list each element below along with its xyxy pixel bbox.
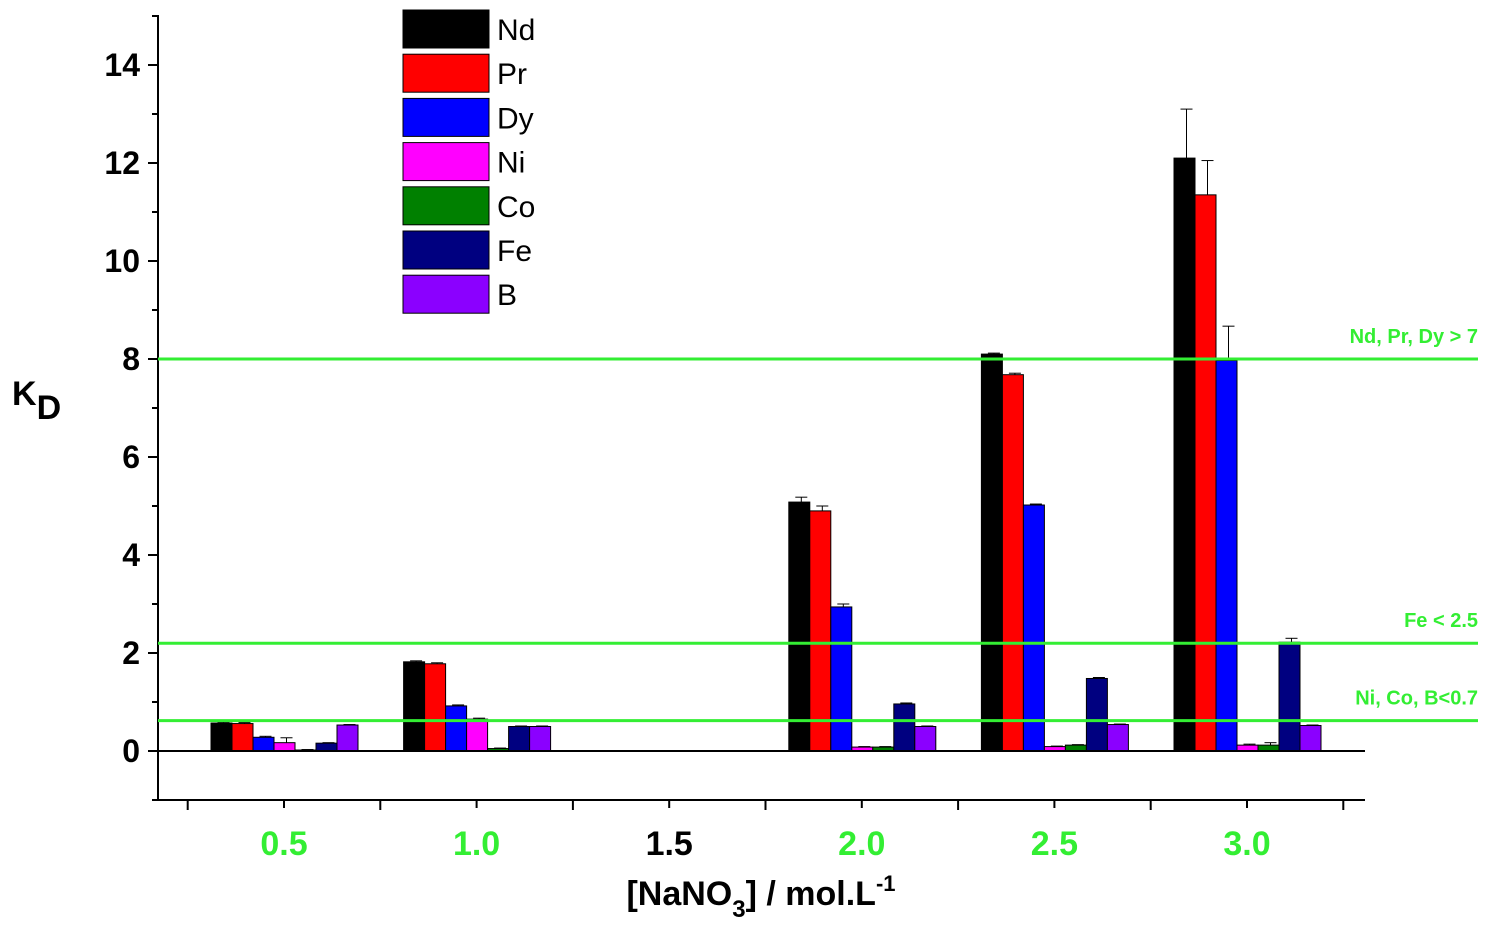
threshold-label-0: Nd, Pr, Dy > 7: [1350, 326, 1478, 348]
bar-pr-2.5: [1001, 374, 1024, 752]
y-tick-label-6: 6: [122, 439, 140, 475]
y-tick-label-8: 8: [122, 341, 140, 377]
bar-nd-2.0: [788, 501, 811, 752]
legend-label-fe: Fe: [497, 235, 532, 268]
bar-pr-1.0: [424, 663, 447, 752]
bar-fe-2.0: [893, 703, 916, 752]
bar-pr-0.5: [231, 723, 254, 752]
bar-dy-3.0: [1215, 359, 1238, 752]
bar-nd-1.0: [403, 661, 426, 752]
bar-dy-1.0: [445, 705, 468, 752]
x-axis-title-superscript: -1: [876, 871, 896, 896]
legend-label-nd: Nd: [497, 14, 535, 47]
x-axis-title-unit: ] / mol.L: [746, 875, 876, 913]
x-tick-label-1.5: 1.5: [646, 825, 693, 863]
y-tick-label-12: 12: [104, 145, 140, 181]
bar-nd-2.5: [980, 353, 1003, 752]
bar-pr-2.0: [809, 510, 832, 752]
y-tick-label-0: 0: [122, 733, 140, 769]
y-axis-title-subscript: D: [37, 389, 62, 427]
legend-label-b: B: [497, 279, 517, 312]
y-axis-title-main: K: [12, 375, 37, 413]
bar-dy-2.0: [830, 606, 853, 752]
bar-ni-0.5: [273, 742, 296, 752]
threshold-label-2: Ni, Co, B<0.7: [1355, 688, 1478, 710]
legend-label-dy: Dy: [497, 102, 534, 135]
error-bars-layer: [217, 108, 1319, 751]
y-axis-title: KD: [12, 375, 61, 427]
bar-nd-3.0: [1173, 157, 1196, 752]
legend-label-co: Co: [497, 191, 535, 224]
x-tick-label-3.0: 3.0: [1223, 825, 1270, 863]
bar-fe-1.0: [508, 726, 531, 752]
legend-swatch-fe: [402, 230, 490, 270]
x-axis-title-prefix: [NaNO: [626, 875, 732, 913]
bar-b-1.0: [529, 726, 552, 752]
y-tick-label-4: 4: [122, 537, 140, 573]
legend-label-pr: Pr: [497, 58, 527, 91]
bar-fe-0.5: [315, 742, 338, 752]
bar-fe-2.5: [1085, 677, 1108, 752]
x-tick-label-2.0: 2.0: [838, 825, 885, 863]
legend-swatch-pr: [402, 53, 490, 93]
x-axis-title-subscript: 3: [732, 896, 745, 923]
bars-layer: [210, 157, 1322, 752]
bar-pr-3.0: [1194, 194, 1217, 752]
y-tick-label-10: 10: [104, 243, 140, 279]
bar-dy-2.5: [1022, 504, 1045, 752]
y-tick-label-2: 2: [122, 635, 140, 671]
legend-swatch-nd: [402, 9, 490, 49]
x-tick-label-2.5: 2.5: [1031, 825, 1078, 863]
x-tick-label-1.0: 1.0: [453, 825, 500, 863]
legend-swatch-co: [402, 186, 490, 226]
threshold-lines-layer: Nd, Pr, Dy > 7 Fe < 2.5 Ni, Co, B<0.7: [158, 326, 1478, 723]
legend-label-ni: Ni: [497, 147, 525, 180]
threshold-label-1: Fe < 2.5: [1404, 610, 1478, 632]
bar-b-2.0: [914, 726, 937, 752]
bar-b-2.5: [1106, 724, 1129, 752]
legend-swatch-ni: [402, 142, 490, 182]
bar-ni-1.0: [466, 718, 489, 752]
bar-fe-3.0: [1278, 641, 1301, 752]
legend-swatch-b: [402, 274, 490, 314]
x-axis-title: [NaNO3] / mol.L-1: [626, 871, 895, 923]
axes-layer: 0 2 4 6 8 10 12 14 0.5 1.0 1.5 2.0 2.5 3.0: [104, 15, 1365, 863]
y-tick-label-14: 14: [104, 47, 140, 83]
x-tick-label-0.5: 0.5: [260, 825, 307, 863]
legend-swatch-dy: [402, 97, 490, 137]
legend: Nd Pr Dy Ni Co Fe B: [402, 9, 535, 314]
bar-b-0.5: [336, 724, 359, 752]
bar-b-3.0: [1299, 725, 1322, 752]
bar-dy-0.5: [252, 736, 275, 752]
bar-nd-0.5: [210, 722, 233, 752]
